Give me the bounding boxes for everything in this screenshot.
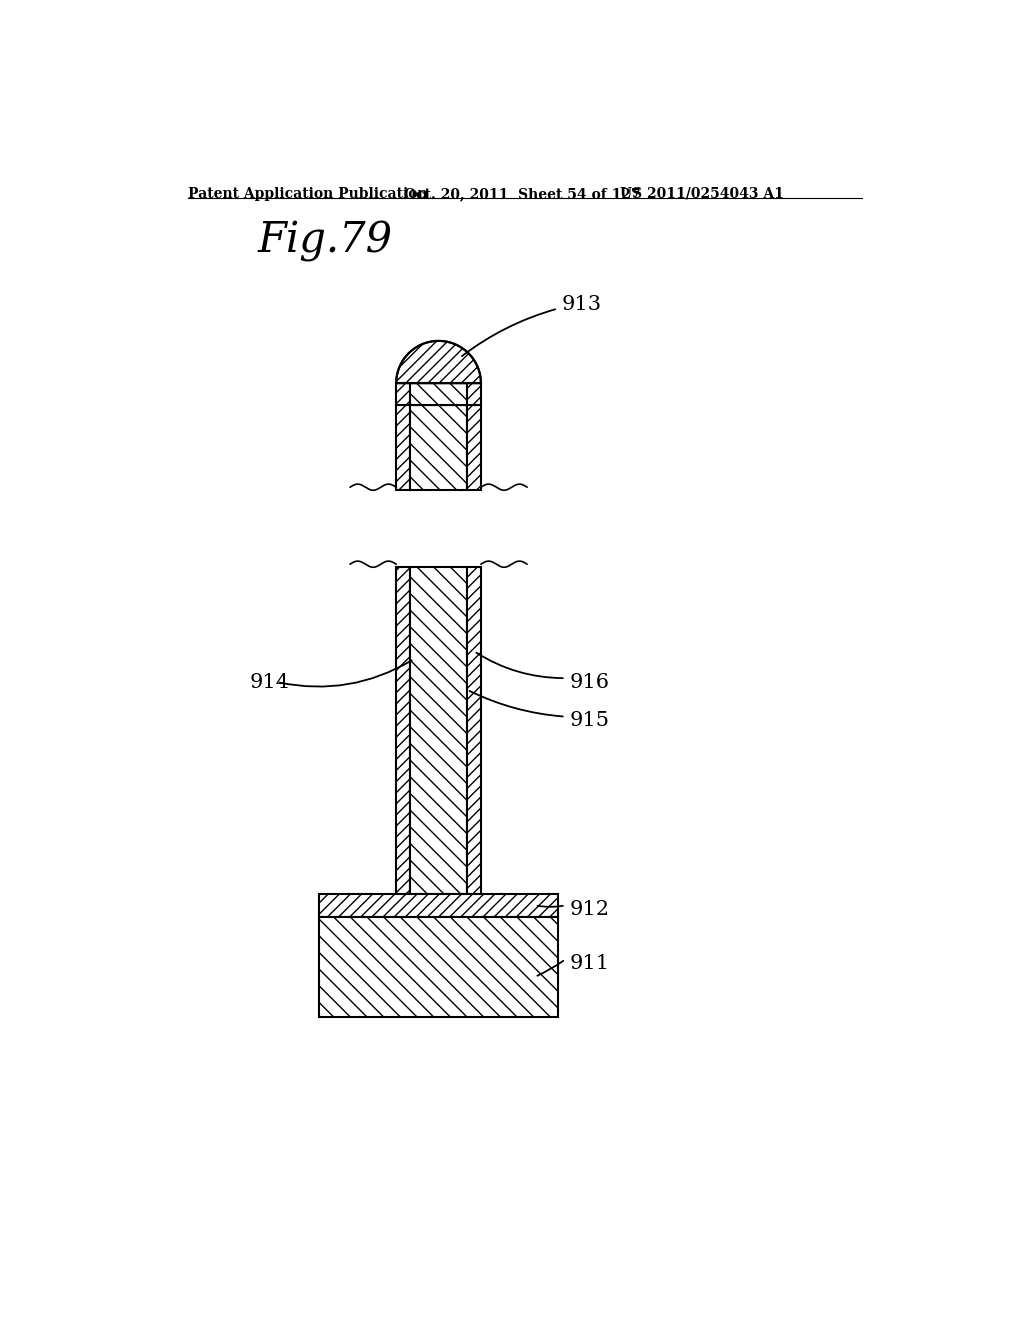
Text: 911: 911	[569, 953, 609, 973]
Polygon shape	[396, 341, 481, 383]
Bar	[410, 383, 467, 405]
Text: 915: 915	[569, 711, 609, 730]
Bar	[319, 894, 558, 917]
Bar	[396, 566, 410, 894]
Text: US 2011/0254043 A1: US 2011/0254043 A1	[620, 187, 783, 201]
Text: 913: 913	[562, 296, 602, 314]
Bar	[396, 405, 410, 490]
Text: 912: 912	[569, 900, 609, 919]
Bar	[467, 566, 481, 894]
Text: 914: 914	[250, 672, 290, 692]
Text: Oct. 20, 2011  Sheet 54 of 127: Oct. 20, 2011 Sheet 54 of 127	[403, 187, 641, 201]
Bar	[319, 917, 558, 1016]
Text: 916: 916	[569, 672, 609, 692]
Text: Patent Application Publication: Patent Application Publication	[188, 187, 428, 201]
Bar	[410, 566, 467, 894]
Bar	[410, 405, 467, 490]
Text: Fig.79: Fig.79	[258, 220, 393, 261]
Bar	[396, 383, 481, 405]
Bar	[467, 405, 481, 490]
